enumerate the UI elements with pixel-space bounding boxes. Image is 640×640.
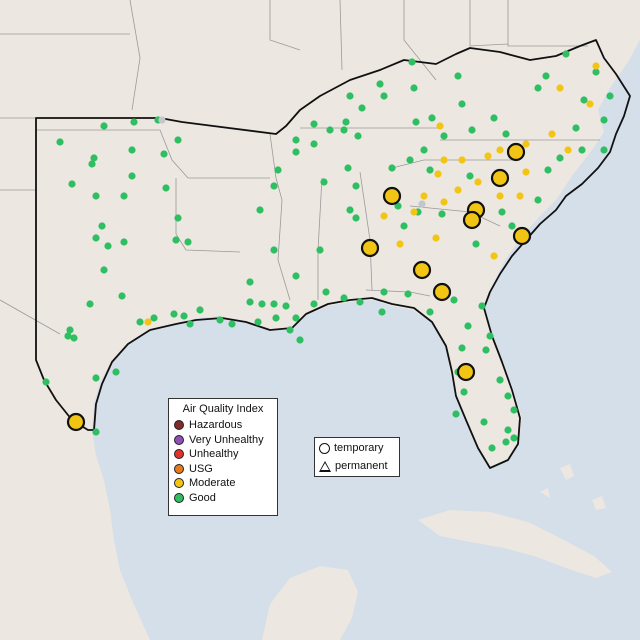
- land-bahamas: [540, 464, 606, 510]
- swatch-usg: [174, 463, 184, 474]
- legend-label: USG: [189, 462, 213, 475]
- legend-item-hazardous: Hazardous: [169, 418, 277, 433]
- legend-label: Unhealthy: [189, 448, 239, 461]
- unknown-monitors: [158, 116, 426, 208]
- land-yucatan: [262, 566, 358, 640]
- triangle-icon: [319, 460, 331, 472]
- legend-label: temporary: [334, 442, 384, 454]
- legend-item-moderate: Moderate: [169, 476, 277, 491]
- legend-title: Air Quality Index: [182, 403, 264, 415]
- swatch-very-unhealthy: [174, 434, 184, 445]
- legend-label: permanent: [335, 460, 388, 472]
- aqi-legend: Air Quality Index Hazardous Very Unhealt…: [168, 398, 278, 516]
- legend-item-unhealthy: Unhealthy: [169, 447, 277, 462]
- legend-label: Very Unhealthy: [189, 433, 264, 446]
- land-cuba: [418, 510, 612, 578]
- swatch-moderate: [174, 478, 184, 489]
- circle-icon: [319, 442, 330, 454]
- region-outline: [35, 39, 631, 469]
- monitor-type-legend: temporary permanent: [314, 437, 400, 477]
- good-monitors: [42, 50, 614, 452]
- legend-item-permanent: permanent: [315, 458, 399, 474]
- legend-label: Good: [189, 491, 216, 504]
- temporary-monitors: [66, 142, 532, 432]
- legend-item-very-unhealthy: Very Unhealthy: [169, 433, 277, 448]
- swatch-good: [174, 492, 184, 503]
- moderate-monitors: [144, 62, 600, 326]
- legend-label: Hazardous: [189, 419, 243, 432]
- swatch-hazardous: [174, 420, 184, 431]
- legend-item-usg: USG: [169, 462, 277, 477]
- legend-label: Moderate: [189, 477, 236, 490]
- legend-item-good: Good: [169, 491, 277, 506]
- swatch-unhealthy: [174, 449, 184, 460]
- legend-item-temporary: temporary: [315, 440, 399, 456]
